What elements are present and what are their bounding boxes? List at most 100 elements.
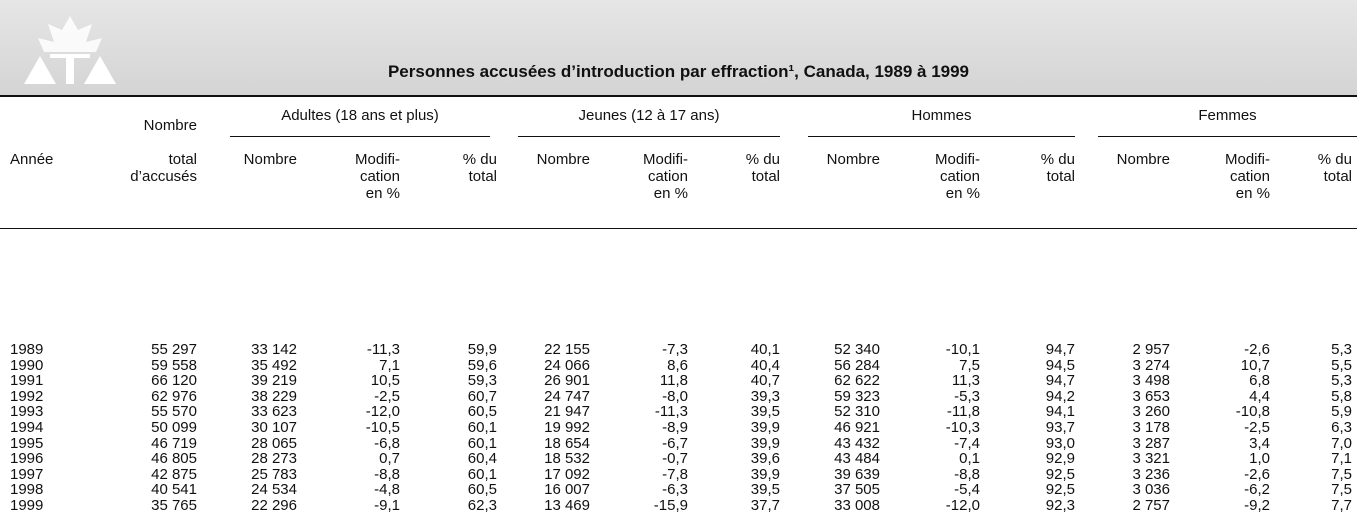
column-header: d’accusés	[130, 168, 197, 185]
cell: -6,2	[1244, 481, 1270, 499]
cell: 94,2	[1045, 387, 1075, 405]
cell: 59,3	[467, 372, 497, 390]
column-header: % du	[1040, 151, 1075, 168]
rule	[0, 95, 1357, 97]
column-header: Nombre	[536, 151, 590, 168]
cell: 33 008	[834, 497, 880, 514]
cell: 18 654	[544, 434, 590, 452]
column-header: total	[1046, 168, 1075, 185]
cell: 40,1	[750, 341, 780, 358]
logo	[24, 16, 116, 84]
cell: 3 260	[1132, 403, 1170, 421]
cell: 93,7	[1045, 419, 1075, 436]
cell: -2,6	[1244, 341, 1270, 358]
cell: 3 321	[1132, 450, 1170, 468]
cell: 35 765	[151, 497, 197, 514]
cell: -8,9	[662, 419, 688, 436]
cell: 50 099	[151, 419, 197, 436]
cell: 2 957	[1132, 341, 1170, 358]
column-header: Nombre	[826, 151, 880, 168]
cell: 1,0	[1249, 450, 1270, 468]
cell: 21 947	[544, 403, 590, 421]
cell: -7,4	[954, 434, 980, 452]
cell: -8,0	[662, 387, 688, 405]
cell: 6,3	[1331, 419, 1352, 436]
cell: 3 653	[1132, 387, 1170, 405]
column-header: Nombre	[143, 117, 197, 134]
cell: 16 007	[544, 481, 590, 499]
header-band	[0, 0, 1357, 95]
column-header: cation	[359, 168, 400, 185]
title: Personnes accusées d’introduction par ef…	[387, 62, 970, 81]
group-header: Jeunes (12 à 17 ans)	[578, 107, 720, 124]
group-header: Femmes	[1198, 107, 1257, 124]
cell: 59,6	[467, 356, 497, 374]
cell: 30 107	[251, 419, 297, 436]
cell: -2,5	[374, 387, 400, 405]
cell: 39,9	[750, 434, 780, 452]
cell: 43 484	[834, 450, 880, 468]
cell: 43 432	[834, 434, 880, 452]
cell: 25 783	[251, 465, 297, 483]
column-header: Nombre	[1116, 151, 1170, 168]
cell: 92,5	[1045, 465, 1075, 483]
cell: 39 219	[251, 372, 297, 390]
cell: -11,3	[654, 403, 688, 421]
cell: 55 297	[151, 341, 197, 358]
column-header: % du	[462, 151, 497, 168]
cell: 39,5	[750, 481, 780, 499]
cell: -15,9	[653, 497, 688, 514]
group-rule	[1098, 136, 1357, 137]
cell: -2,5	[1244, 419, 1270, 436]
column-header: % du	[745, 151, 780, 168]
cell: 26 901	[544, 372, 590, 390]
cell: 1991	[10, 372, 44, 390]
cell: 17 092	[544, 465, 590, 483]
cell: 40,7	[750, 372, 780, 390]
cell: 66 120	[151, 372, 197, 390]
group-header: Adultes (18 ans et plus)	[281, 107, 439, 124]
cell: 1998	[10, 481, 44, 499]
cell: 39,9	[750, 465, 780, 483]
column-header: Modifi-	[934, 151, 980, 168]
cell: 3 287	[1132, 434, 1170, 452]
cell: 94,7	[1045, 372, 1075, 390]
cell: 3 236	[1132, 465, 1170, 483]
cell: 7,1	[379, 356, 400, 374]
cell: 5,3	[1331, 372, 1352, 390]
cell: 42 875	[151, 465, 197, 483]
cell: 6,8	[1249, 372, 1270, 390]
cell: 60,1	[467, 465, 497, 483]
cell: 46 921	[834, 419, 880, 436]
cell: 1997	[10, 465, 44, 483]
cell: 60,1	[467, 434, 497, 452]
column-header: total	[468, 168, 497, 185]
cell: 7,5	[1331, 465, 1352, 483]
column-header: Modifi-	[1224, 151, 1270, 168]
cell: 5,5	[1331, 356, 1352, 374]
cell: 3 274	[1132, 356, 1170, 374]
cell: 46 719	[151, 434, 197, 452]
cell: 5,8	[1331, 387, 1352, 405]
cell: 1993	[10, 403, 44, 421]
cell: 7,1	[1331, 450, 1352, 468]
column-header: total	[751, 168, 780, 185]
cell: 40 541	[151, 481, 197, 499]
cell: 92,5	[1045, 481, 1075, 499]
cell: 60,4	[467, 450, 497, 468]
cell: 37,7	[750, 497, 780, 514]
cell: -6,3	[662, 481, 688, 499]
cell: 62,3	[467, 497, 497, 514]
cell: 39,6	[750, 450, 780, 468]
cell: 39,5	[750, 403, 780, 421]
cell: -12,0	[365, 403, 400, 421]
column-header: Modifi-	[354, 151, 400, 168]
cell: 55 570	[151, 403, 197, 421]
cell: 60,7	[467, 387, 497, 405]
group-rule	[518, 136, 780, 137]
cell: 7,5	[959, 356, 980, 374]
cell: 52 310	[834, 403, 880, 421]
cell: 0,7	[379, 450, 400, 468]
cell: 33 142	[251, 341, 297, 358]
